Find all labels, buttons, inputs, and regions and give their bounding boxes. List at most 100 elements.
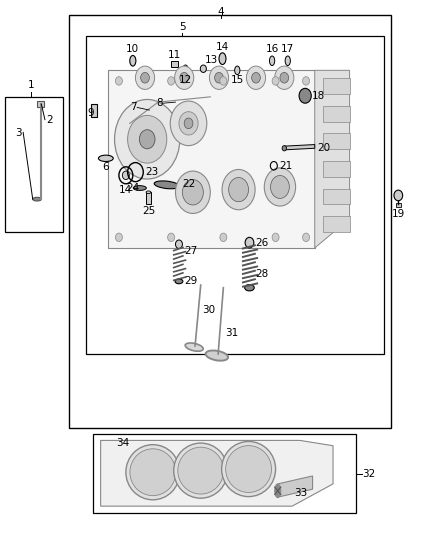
- Text: 32: 32: [363, 470, 376, 479]
- Text: 30: 30: [202, 305, 215, 315]
- Circle shape: [183, 180, 203, 205]
- Ellipse shape: [282, 146, 286, 151]
- Ellipse shape: [235, 66, 240, 75]
- Circle shape: [222, 169, 255, 210]
- Text: 8: 8: [156, 98, 162, 108]
- Ellipse shape: [33, 197, 42, 201]
- Ellipse shape: [130, 55, 136, 66]
- Polygon shape: [101, 440, 333, 506]
- Bar: [323, 161, 350, 177]
- Bar: [323, 106, 350, 122]
- Circle shape: [176, 171, 210, 214]
- Ellipse shape: [222, 441, 276, 497]
- Bar: [146, 192, 151, 204]
- Text: 27: 27: [184, 246, 198, 256]
- Ellipse shape: [130, 449, 176, 496]
- Circle shape: [141, 72, 149, 83]
- Ellipse shape: [178, 447, 224, 494]
- Bar: [396, 203, 401, 207]
- Text: 22: 22: [182, 179, 195, 189]
- Ellipse shape: [269, 56, 275, 66]
- Text: 4: 4: [218, 7, 225, 17]
- Circle shape: [115, 100, 180, 179]
- Text: 17: 17: [281, 44, 294, 54]
- Text: 12: 12: [179, 75, 192, 85]
- Bar: [92, 104, 97, 117]
- Text: 14: 14: [119, 185, 132, 196]
- Bar: [86, 36, 385, 354]
- Ellipse shape: [146, 191, 151, 193]
- Ellipse shape: [245, 285, 254, 291]
- Circle shape: [179, 112, 198, 135]
- Circle shape: [272, 233, 279, 241]
- Circle shape: [229, 177, 248, 201]
- Circle shape: [303, 77, 310, 85]
- Bar: [37, 101, 44, 108]
- Text: 19: 19: [392, 209, 405, 219]
- Circle shape: [116, 77, 122, 85]
- Bar: [5, 97, 63, 232]
- Bar: [323, 216, 350, 232]
- Ellipse shape: [126, 445, 180, 500]
- Circle shape: [215, 72, 223, 83]
- Text: 11: 11: [168, 50, 181, 60]
- Circle shape: [209, 66, 229, 90]
- Bar: [323, 189, 350, 205]
- Text: 23: 23: [145, 167, 158, 177]
- Ellipse shape: [285, 56, 290, 66]
- Bar: [108, 70, 315, 248]
- Circle shape: [271, 175, 290, 198]
- Text: 24: 24: [127, 183, 140, 193]
- Circle shape: [184, 118, 193, 128]
- Ellipse shape: [183, 65, 188, 74]
- Ellipse shape: [185, 343, 203, 351]
- Circle shape: [264, 168, 296, 206]
- Ellipse shape: [275, 484, 281, 498]
- Text: 21: 21: [279, 161, 292, 171]
- Circle shape: [280, 72, 289, 83]
- Circle shape: [220, 233, 227, 241]
- Text: 7: 7: [130, 102, 136, 112]
- Text: 10: 10: [126, 44, 139, 54]
- Text: 15: 15: [231, 75, 244, 85]
- Circle shape: [168, 233, 175, 241]
- Circle shape: [116, 233, 122, 241]
- Circle shape: [200, 65, 206, 72]
- Circle shape: [275, 66, 294, 90]
- Bar: [93, 433, 356, 513]
- Text: 16: 16: [265, 44, 279, 54]
- Text: 34: 34: [116, 438, 129, 448]
- Text: 2: 2: [46, 115, 53, 125]
- Bar: [171, 61, 178, 67]
- Ellipse shape: [133, 185, 146, 190]
- Circle shape: [272, 77, 279, 85]
- Text: 3: 3: [16, 128, 22, 138]
- Bar: [323, 133, 350, 149]
- Ellipse shape: [205, 351, 228, 361]
- Text: 29: 29: [184, 276, 198, 286]
- Text: 31: 31: [226, 328, 239, 338]
- Ellipse shape: [174, 443, 228, 498]
- Text: 28: 28: [255, 269, 268, 279]
- Bar: [323, 78, 350, 94]
- Circle shape: [252, 72, 260, 83]
- Circle shape: [127, 115, 167, 163]
- Circle shape: [139, 130, 155, 149]
- Text: 6: 6: [102, 162, 109, 172]
- Ellipse shape: [219, 53, 226, 64]
- Ellipse shape: [154, 181, 179, 189]
- Circle shape: [247, 66, 265, 90]
- Circle shape: [176, 240, 183, 248]
- Ellipse shape: [175, 279, 183, 284]
- Text: 18: 18: [312, 91, 325, 101]
- Ellipse shape: [99, 155, 113, 161]
- Text: 1: 1: [28, 80, 34, 91]
- Text: 14: 14: [216, 42, 229, 52]
- Text: 33: 33: [294, 488, 307, 498]
- Text: 13: 13: [205, 55, 218, 65]
- Text: 25: 25: [142, 206, 155, 216]
- Polygon shape: [278, 476, 313, 497]
- Circle shape: [175, 66, 194, 90]
- Circle shape: [303, 233, 310, 241]
- Text: 5: 5: [179, 22, 185, 31]
